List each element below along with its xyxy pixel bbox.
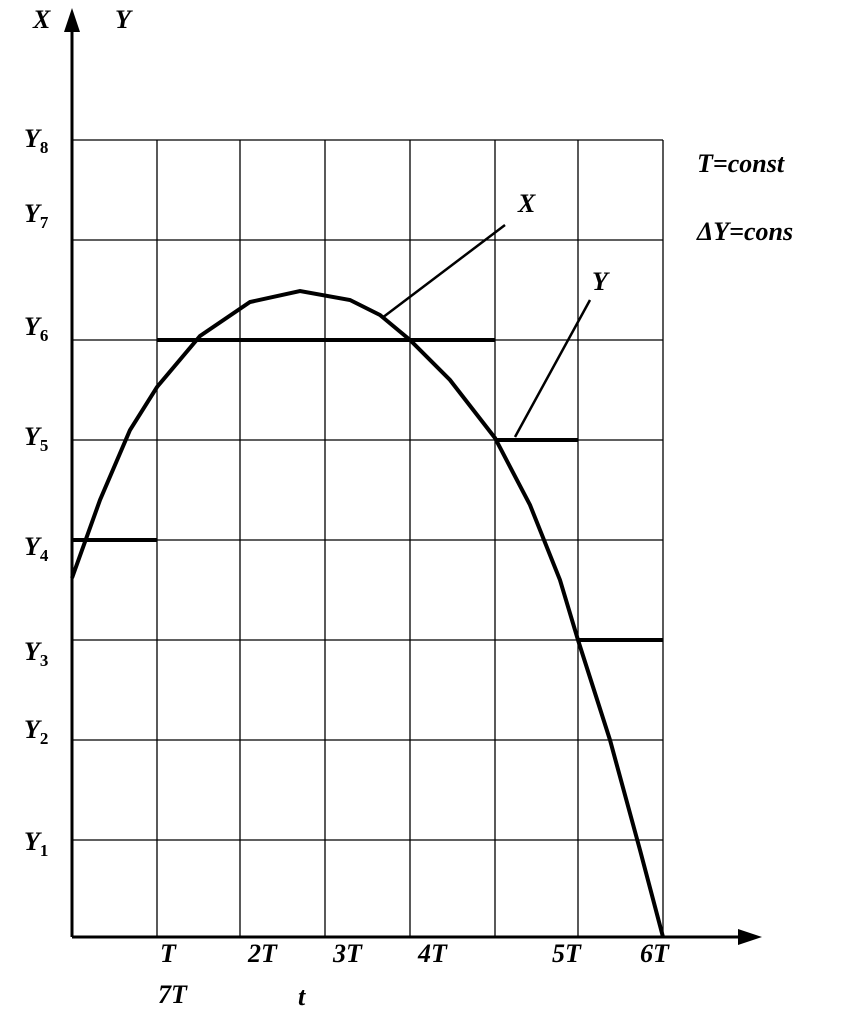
y-letter: Y bbox=[24, 532, 42, 561]
tick-label: 6T bbox=[640, 939, 670, 968]
y-letter: Y bbox=[24, 422, 42, 451]
y-subscript: 8 bbox=[40, 138, 49, 157]
curve-label: Y bbox=[592, 267, 610, 296]
note: T=const bbox=[697, 149, 785, 178]
axis-label: Y bbox=[115, 5, 133, 34]
tick-label: T bbox=[160, 939, 177, 968]
axis-label: X bbox=[32, 5, 51, 34]
axis-label: t bbox=[298, 982, 306, 1011]
y-level-label: Y7 bbox=[24, 199, 49, 232]
x-arrow bbox=[738, 929, 762, 945]
tick-label: 5T bbox=[552, 939, 582, 968]
y-level-label: Y8 bbox=[24, 124, 48, 157]
y-letter: Y bbox=[24, 637, 42, 666]
y-subscript: 3 bbox=[40, 651, 49, 670]
y-arrow bbox=[64, 8, 80, 32]
y-subscript: 5 bbox=[40, 436, 49, 455]
axes bbox=[70, 25, 745, 939]
y-letter: Y bbox=[24, 124, 42, 153]
note: ΔY=cons bbox=[696, 217, 793, 246]
y-level-label: Y5 bbox=[24, 422, 48, 455]
signal-curve bbox=[70, 288, 665, 938]
y-subscript: 6 bbox=[40, 326, 49, 345]
tick-label: 4T bbox=[417, 939, 448, 968]
tick-label: 3T bbox=[332, 939, 363, 968]
y-subscript: 1 bbox=[40, 841, 49, 860]
y-level-label: Y2 bbox=[24, 715, 48, 748]
y-subscript: 2 bbox=[40, 729, 49, 748]
y-level-label: Y3 bbox=[24, 637, 48, 670]
y-subscript: 7 bbox=[40, 213, 49, 232]
y-level-label: Y6 bbox=[24, 312, 48, 345]
y-level-label: Y4 bbox=[24, 532, 49, 565]
tick-label: 2T bbox=[247, 939, 278, 968]
leader-lines bbox=[381, 224, 592, 438]
y-letter: Y bbox=[24, 715, 42, 744]
y-letter: Y bbox=[24, 312, 42, 341]
y-letter: Y bbox=[24, 827, 42, 856]
y-level-label: Y1 bbox=[24, 827, 48, 860]
grid bbox=[72, 139, 664, 937]
quantized-steps bbox=[72, 338, 663, 642]
y-letter: Y bbox=[24, 199, 42, 228]
y-subscript: 4 bbox=[40, 546, 49, 565]
tick-label: 7T bbox=[158, 980, 188, 1009]
curve-label: X bbox=[517, 189, 536, 218]
